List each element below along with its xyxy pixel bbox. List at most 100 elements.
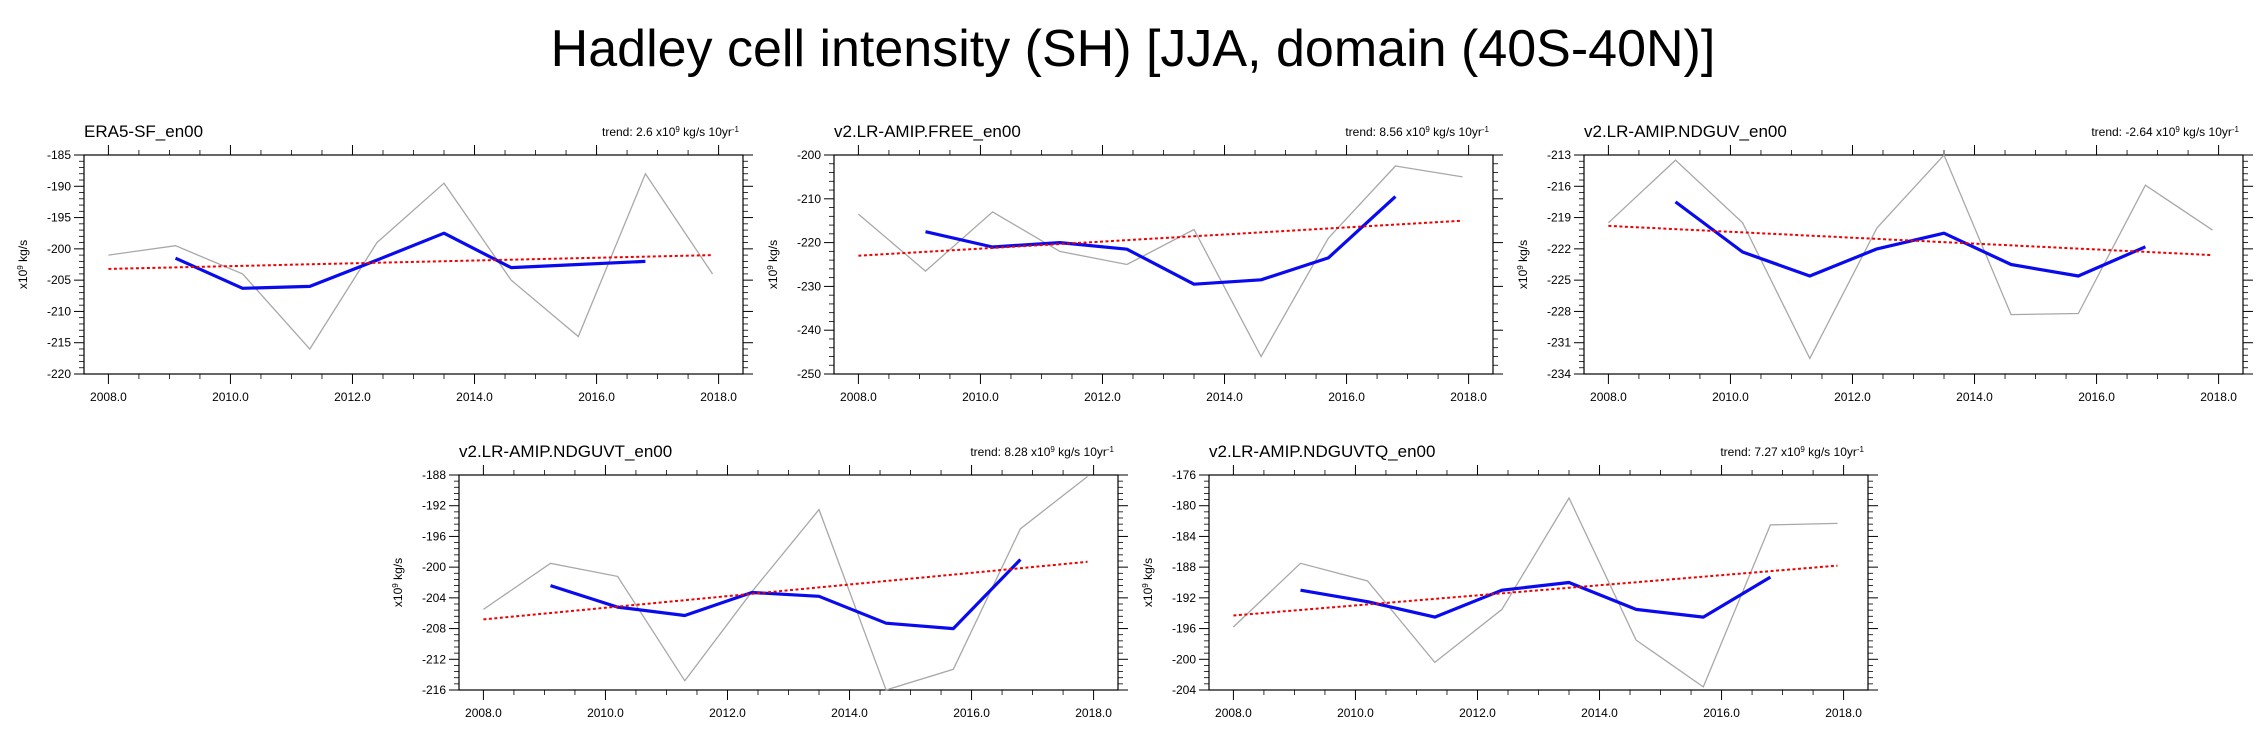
y-tick-label: -204 bbox=[1172, 683, 1196, 697]
x-tick-label: 2008.0 bbox=[1590, 390, 1627, 404]
figure-title: Hadley cell intensity (SH) [JJA, domain … bbox=[551, 20, 1716, 78]
y-tick-label: -188 bbox=[422, 468, 446, 482]
x-tick-label: 2018.0 bbox=[1450, 390, 1487, 404]
y-tick-label: -200 bbox=[422, 560, 446, 574]
x-tick-label: 2014.0 bbox=[1206, 390, 1243, 404]
trend-annotation-part: kg/s 10yr bbox=[680, 125, 732, 139]
y-tick-label: -200 bbox=[797, 148, 821, 162]
annual-series-line bbox=[1607, 153, 2213, 360]
y-tick-label: -205 bbox=[47, 273, 71, 287]
trend-annotation-sup: -1 bbox=[1857, 445, 1865, 454]
chart-panel: 2008.0 2010.0 2012.0 2014.0 2016.0 2018.0 -188… bbox=[391, 442, 1128, 720]
y-axis-label-part: x10 bbox=[391, 587, 405, 607]
y-tick-label: -180 bbox=[1172, 499, 1196, 513]
y-tick-label: -220 bbox=[47, 367, 71, 381]
y-tick-label: -192 bbox=[422, 499, 446, 513]
y-tick-label: -228 bbox=[1547, 304, 1571, 318]
trend-annotation-part: kg/s 10yr bbox=[1055, 445, 1107, 459]
y-tick-label: -210 bbox=[47, 304, 71, 318]
y-tick-label: -196 bbox=[422, 529, 446, 543]
y-tick-label: -185 bbox=[47, 148, 71, 162]
y-axis-label-part: kg/s bbox=[391, 558, 405, 583]
y-axis-label: x109 kg/s bbox=[766, 240, 781, 289]
y-tick-label: -196 bbox=[1172, 622, 1196, 636]
trend-annotation-sup: -1 bbox=[732, 125, 740, 134]
trend-annotation: trend: 2.6 x109 kg/s 10yr-1 bbox=[602, 125, 740, 140]
trend-annotation-part: trend: 2.6 x10 bbox=[602, 125, 676, 139]
panel-title: ERA5-SF_en00 bbox=[84, 122, 203, 141]
plot-frame bbox=[458, 474, 1119, 691]
trend-line bbox=[108, 254, 713, 270]
y-tick-label: -195 bbox=[47, 211, 71, 225]
trend-annotation: trend: 8.28 x109 kg/s 10yr-1 bbox=[970, 445, 1114, 460]
y-tick-label: -190 bbox=[47, 179, 71, 193]
y-tick-label: -192 bbox=[1172, 591, 1196, 605]
annual-series-line bbox=[108, 172, 714, 351]
y-axis-label: x109 kg/s bbox=[1141, 558, 1156, 607]
y-tick-label: -210 bbox=[797, 192, 821, 206]
panel-title: v2.LR-AMIP.FREE_en00 bbox=[834, 122, 1021, 141]
panel-title: v2.LR-AMIP.NDGUVTQ_en00 bbox=[1209, 442, 1435, 461]
x-tick-label: 2008.0 bbox=[1215, 706, 1252, 720]
x-tick-label: 2016.0 bbox=[1703, 706, 1740, 720]
trend-line bbox=[1233, 564, 1838, 617]
trend-annotation-sup: 9 bbox=[2175, 125, 2180, 134]
x-tick-label: 2008.0 bbox=[840, 390, 877, 404]
y-tick-label: -234 bbox=[1547, 367, 1571, 381]
y-tick-label: -204 bbox=[422, 591, 446, 605]
y-tick-label: -213 bbox=[1547, 148, 1571, 162]
y-tick-label: -176 bbox=[1172, 468, 1196, 482]
y-tick-label: -212 bbox=[422, 652, 446, 666]
x-tick-label: 2014.0 bbox=[456, 390, 493, 404]
running-mean-line bbox=[1300, 575, 1772, 619]
x-tick-label: 2018.0 bbox=[1825, 706, 1862, 720]
y-axis-label-sup: 9 bbox=[1516, 265, 1525, 270]
panel-title: v2.LR-AMIP.NDGUVT_en00 bbox=[459, 442, 672, 461]
x-tick-label: 2012.0 bbox=[1834, 390, 1871, 404]
y-axis-label: x109 kg/s bbox=[1516, 240, 1531, 289]
trend-annotation-part: trend: 7.27 x10 bbox=[1720, 445, 1800, 459]
chart-panel: 2008.0 2010.0 2012.0 2014.0 2016.0 2018.0 -213… bbox=[1516, 122, 2253, 404]
trend-annotation-part: trend: 8.56 x10 bbox=[1345, 125, 1425, 139]
trend-annotation-sup: 9 bbox=[1800, 445, 1805, 454]
x-tick-label: 2016.0 bbox=[578, 390, 615, 404]
trend-annotation-sup: 9 bbox=[1425, 125, 1430, 134]
y-axis-label-part: x10 bbox=[1141, 587, 1155, 607]
trend-annotation-sup: -1 bbox=[2232, 125, 2240, 134]
x-tick-label: 2018.0 bbox=[1075, 706, 1112, 720]
y-tick-label: -219 bbox=[1547, 211, 1571, 225]
x-tick-label: 2018.0 bbox=[2200, 390, 2237, 404]
trend-line bbox=[483, 560, 1088, 621]
x-tick-label: 2016.0 bbox=[2078, 390, 2115, 404]
chart-panel: 2008.0 2010.0 2012.0 2014.0 2016.0 2018.0 -176… bbox=[1141, 442, 1878, 720]
x-tick-label: 2018.0 bbox=[700, 390, 737, 404]
trend-annotation: trend: -2.64 x109 kg/s 10yr-1 bbox=[2091, 125, 2239, 140]
y-tick-label: -220 bbox=[797, 236, 821, 250]
trend-annotation-part: kg/s 10yr bbox=[1805, 445, 1857, 459]
trend-annotation-sup: 9 bbox=[675, 125, 680, 134]
x-tick-label: 2012.0 bbox=[1084, 390, 1121, 404]
trend-annotation-sup: -1 bbox=[1482, 125, 1490, 134]
chart-panel: 2008.0 2010.0 2012.0 2014.0 2016.0 2018.0 -185… bbox=[16, 122, 753, 404]
x-tick-label: 2010.0 bbox=[962, 390, 999, 404]
x-tick-label: 2012.0 bbox=[1459, 706, 1496, 720]
y-axis-label-part: kg/s bbox=[766, 240, 780, 265]
plot-frame bbox=[1208, 474, 1869, 691]
y-tick-label: -200 bbox=[1172, 652, 1196, 666]
running-mean-line bbox=[925, 195, 1397, 286]
trend-annotation-sup: -1 bbox=[1107, 445, 1115, 454]
y-tick-label: -230 bbox=[797, 279, 821, 293]
y-tick-label: -208 bbox=[422, 622, 446, 636]
annual-series-line bbox=[857, 165, 1463, 358]
trend-annotation-part: kg/s 10yr bbox=[2180, 125, 2232, 139]
panels: 2008.0 2010.0 2012.0 2014.0 2016.0 2018.0 -185… bbox=[16, 122, 2253, 720]
y-axis-label-sup: 9 bbox=[1141, 583, 1150, 588]
annual-series-line bbox=[483, 475, 1088, 691]
x-tick-label: 2014.0 bbox=[831, 706, 868, 720]
y-tick-label: -184 bbox=[1172, 529, 1196, 543]
y-axis-label: x109 kg/s bbox=[391, 558, 406, 607]
y-tick-label: -200 bbox=[47, 242, 71, 256]
panel-title: v2.LR-AMIP.NDGUV_en00 bbox=[1584, 122, 1787, 141]
y-axis-label-sup: 9 bbox=[391, 583, 400, 588]
